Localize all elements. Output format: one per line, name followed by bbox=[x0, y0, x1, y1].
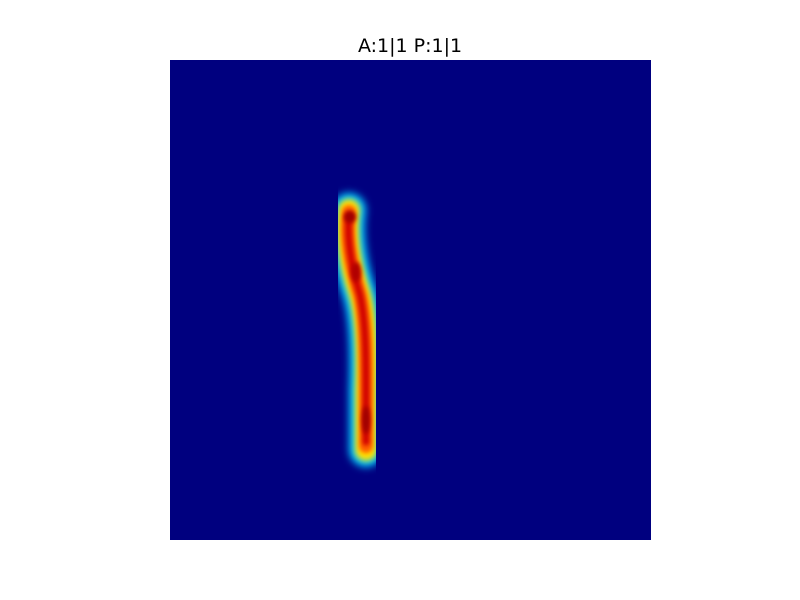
hotspot-upper bbox=[351, 262, 361, 282]
hotspot-top bbox=[344, 211, 356, 223]
heatmap-background bbox=[170, 60, 651, 540]
heatmap-svg bbox=[170, 60, 651, 540]
figure-title: A:1|1 P:1|1 bbox=[357, 35, 463, 57]
hotspot-lower bbox=[362, 406, 370, 434]
heatmap-image bbox=[170, 60, 651, 540]
